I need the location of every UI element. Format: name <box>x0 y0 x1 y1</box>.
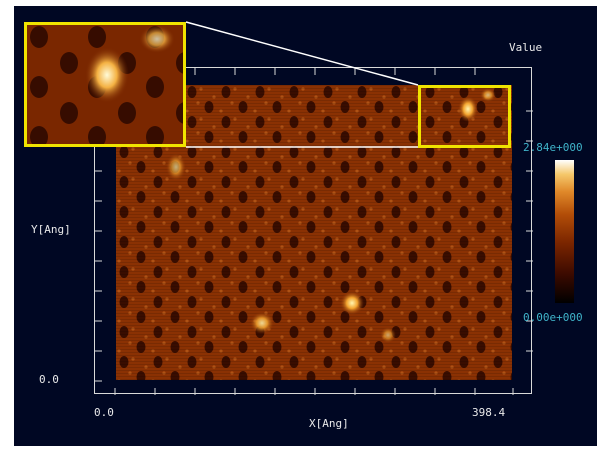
colorbar-max-label: 2.84e+000 <box>523 141 583 154</box>
x-axis-max-label: 398.4 <box>472 406 506 419</box>
y-axis-label: Y[Ang] <box>31 223 71 236</box>
y-axis-min-label: 0.0 <box>39 373 59 386</box>
colorbar-min-label: 0.00e+000 <box>523 311 583 324</box>
x-axis-label: X[Ang] <box>309 417 349 430</box>
colorbar-title: Value <box>509 41 543 54</box>
x-axis-min-label: 0.0 <box>94 406 114 419</box>
colorbar <box>555 160 574 303</box>
zoom-inset-image <box>24 22 186 147</box>
colorbar-gradient <box>555 160 574 303</box>
zoom-region-box[interactable] <box>418 85 511 148</box>
